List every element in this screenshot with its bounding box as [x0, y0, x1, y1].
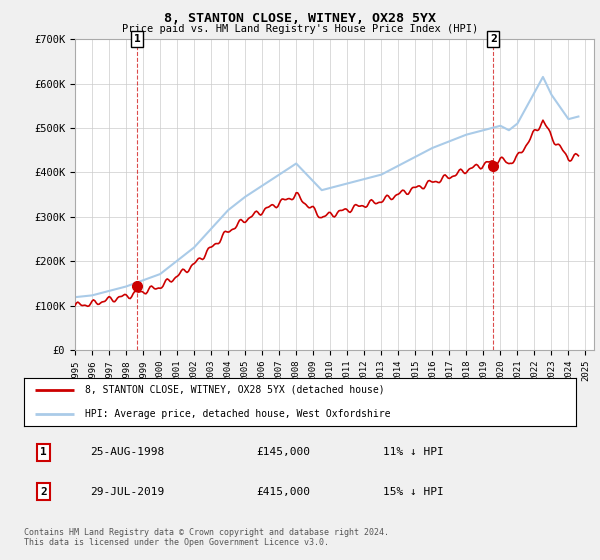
Text: 2: 2 — [40, 487, 47, 497]
Text: 15% ↓ HPI: 15% ↓ HPI — [383, 487, 443, 497]
Text: Price paid vs. HM Land Registry's House Price Index (HPI): Price paid vs. HM Land Registry's House … — [122, 24, 478, 34]
Text: £415,000: £415,000 — [256, 487, 310, 497]
Text: 2: 2 — [490, 34, 497, 44]
Text: 1: 1 — [134, 34, 140, 44]
Text: £145,000: £145,000 — [256, 447, 310, 458]
Text: 29-JUL-2019: 29-JUL-2019 — [90, 487, 164, 497]
Text: Contains HM Land Registry data © Crown copyright and database right 2024.
This d: Contains HM Land Registry data © Crown c… — [24, 528, 389, 547]
Text: 8, STANTON CLOSE, WITNEY, OX28 5YX (detached house): 8, STANTON CLOSE, WITNEY, OX28 5YX (deta… — [85, 385, 385, 395]
Text: 1: 1 — [40, 447, 47, 458]
Text: 8, STANTON CLOSE, WITNEY, OX28 5YX: 8, STANTON CLOSE, WITNEY, OX28 5YX — [164, 12, 436, 25]
Text: HPI: Average price, detached house, West Oxfordshire: HPI: Average price, detached house, West… — [85, 409, 390, 419]
Text: 25-AUG-1998: 25-AUG-1998 — [90, 447, 164, 458]
Text: 11% ↓ HPI: 11% ↓ HPI — [383, 447, 443, 458]
